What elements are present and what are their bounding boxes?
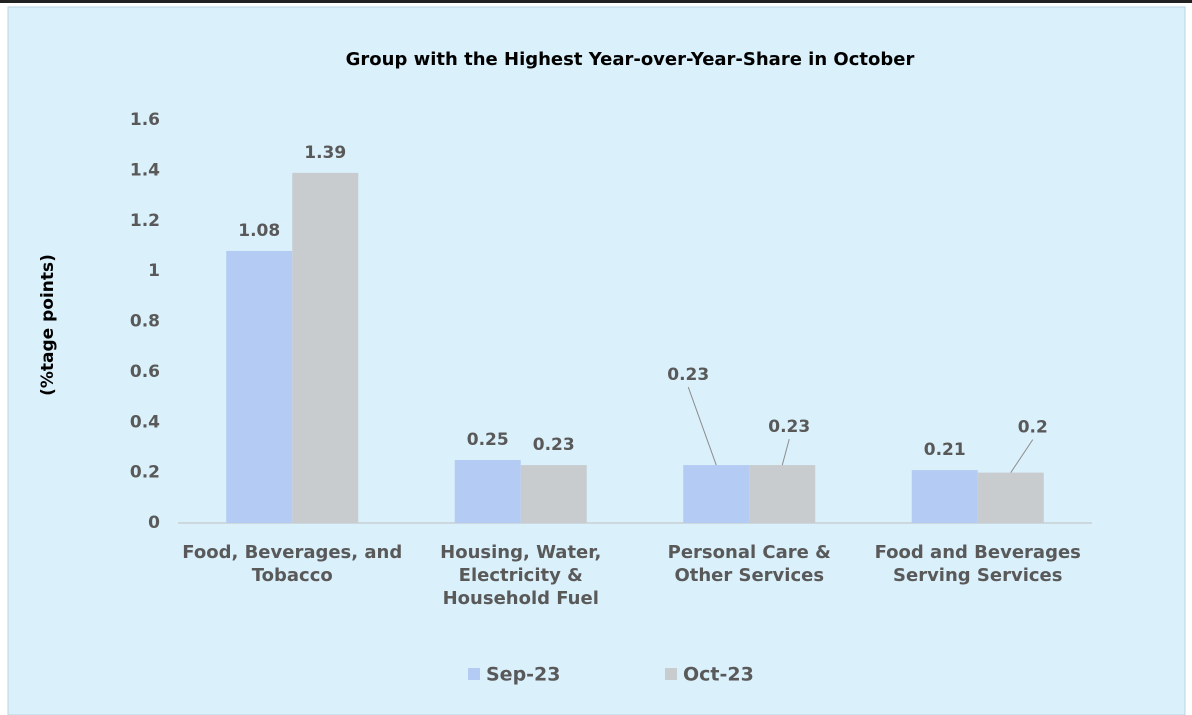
- legend-label: Sep-23: [486, 664, 561, 686]
- top-border: [0, 0, 1192, 3]
- y-tick-label: 0.2: [130, 463, 160, 483]
- bar: [911, 470, 978, 523]
- y-tick-label: 0: [148, 513, 160, 533]
- y-tick-label: 1.2: [130, 211, 160, 231]
- leader-line: [1010, 439, 1034, 473]
- bar: [226, 250, 293, 523]
- y-tick-label: 0.6: [130, 362, 160, 382]
- bar: [520, 465, 587, 523]
- bar: [977, 472, 1044, 523]
- leader-line: [781, 438, 790, 466]
- y-tick-label: 1.4: [130, 160, 160, 180]
- legend-swatch: [468, 668, 480, 680]
- legend-label: Oct-23: [683, 664, 754, 686]
- data-label: 0.23: [768, 417, 810, 437]
- data-label: 1.08: [238, 221, 280, 241]
- y-axis-label: (%tage points): [38, 254, 58, 396]
- data-label: 0.25: [467, 430, 509, 450]
- chart-background: [7, 6, 1186, 715]
- leader-line: [687, 386, 717, 466]
- y-tick-label: 0.4: [130, 412, 160, 432]
- bar: [292, 172, 359, 524]
- bar: [749, 465, 816, 523]
- x-tick-label: Food, Beverages, and Tobacco: [182, 542, 403, 586]
- data-label: 0.23: [533, 435, 575, 455]
- data-label: 1.39: [304, 143, 346, 163]
- bar: [683, 465, 750, 523]
- data-label: 0.2: [1018, 418, 1048, 438]
- legend-swatch: [665, 668, 677, 680]
- y-tick-label: 0.8: [130, 312, 160, 332]
- x-tick-label: Housing, Water, Electricity & Household …: [440, 542, 602, 609]
- y-tick-label: 1.6: [130, 110, 160, 130]
- x-tick-label: Personal Care & Other Services: [667, 542, 831, 586]
- bar: [454, 460, 521, 523]
- data-label: 0.21: [924, 440, 966, 460]
- x-tick-label: Food and Beverages Serving Services: [874, 542, 1081, 586]
- y-tick-label: 1: [148, 261, 160, 281]
- chart-title: Group with the Highest Year-over-Year-Sh…: [346, 49, 915, 70]
- data-label: 0.23: [667, 365, 709, 385]
